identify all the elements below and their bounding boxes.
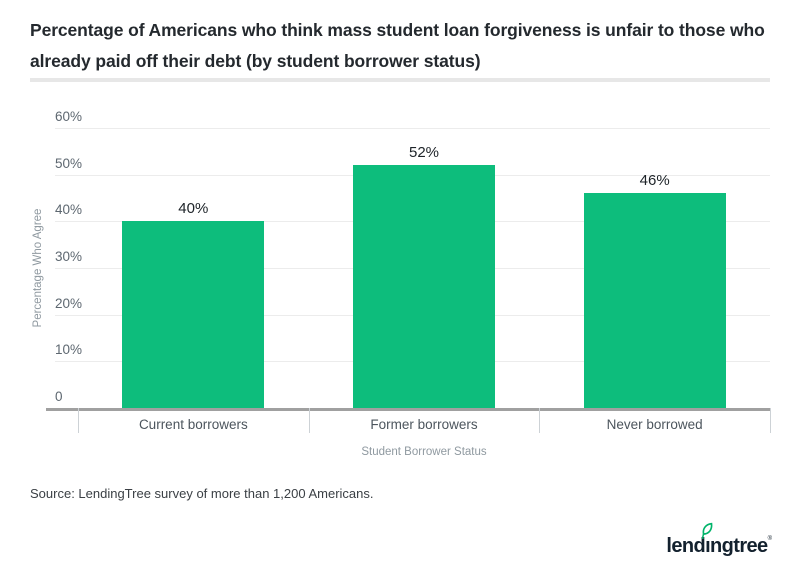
y-tick-label: 10% [55, 342, 83, 358]
y-tick-label: 30% [55, 249, 83, 264]
gridline [55, 128, 770, 129]
title-divider [30, 78, 770, 82]
x-axis-line [46, 408, 770, 411]
x-axis-tick [770, 408, 771, 433]
x-category-label: Never borrowed [606, 417, 703, 432]
bar-current-borrowers [122, 221, 265, 408]
x-category-label: Current borrowers [138, 417, 248, 432]
leaf-icon [700, 522, 714, 545]
bar-value-label: 46% [639, 172, 670, 190]
x-axis-tick [78, 408, 79, 433]
x-axis-title: Student Borrower Status [361, 446, 487, 458]
x-category-label: Former borrowers [370, 417, 478, 432]
bar-never-borrowed [583, 193, 726, 408]
bar-value-label: 52% [408, 144, 440, 162]
y-tick-label: 50% [55, 155, 83, 171]
registered-mark: ® [767, 536, 772, 542]
logo-wordmark: lendıngtree [666, 535, 768, 557]
y-tick-label: 20% [55, 295, 83, 311]
lendingtree-logo: lendıngtree® [666, 522, 772, 560]
y-axis-title: Percentage Who Agree [32, 208, 44, 328]
x-axis-tick [539, 408, 541, 433]
y-tick-label: 40% [55, 202, 83, 218]
y-tick-label: 0 [55, 389, 63, 404]
y-tick-label: 60% [55, 109, 83, 124]
source-note: Source: LendingTree survey of more than … [30, 486, 374, 501]
bar-value-label: 40% [178, 200, 209, 218]
bar-former-borrowers [353, 165, 495, 408]
x-axis-tick [308, 408, 310, 433]
chart-title: Percentage of Americans who think mass s… [30, 20, 765, 71]
